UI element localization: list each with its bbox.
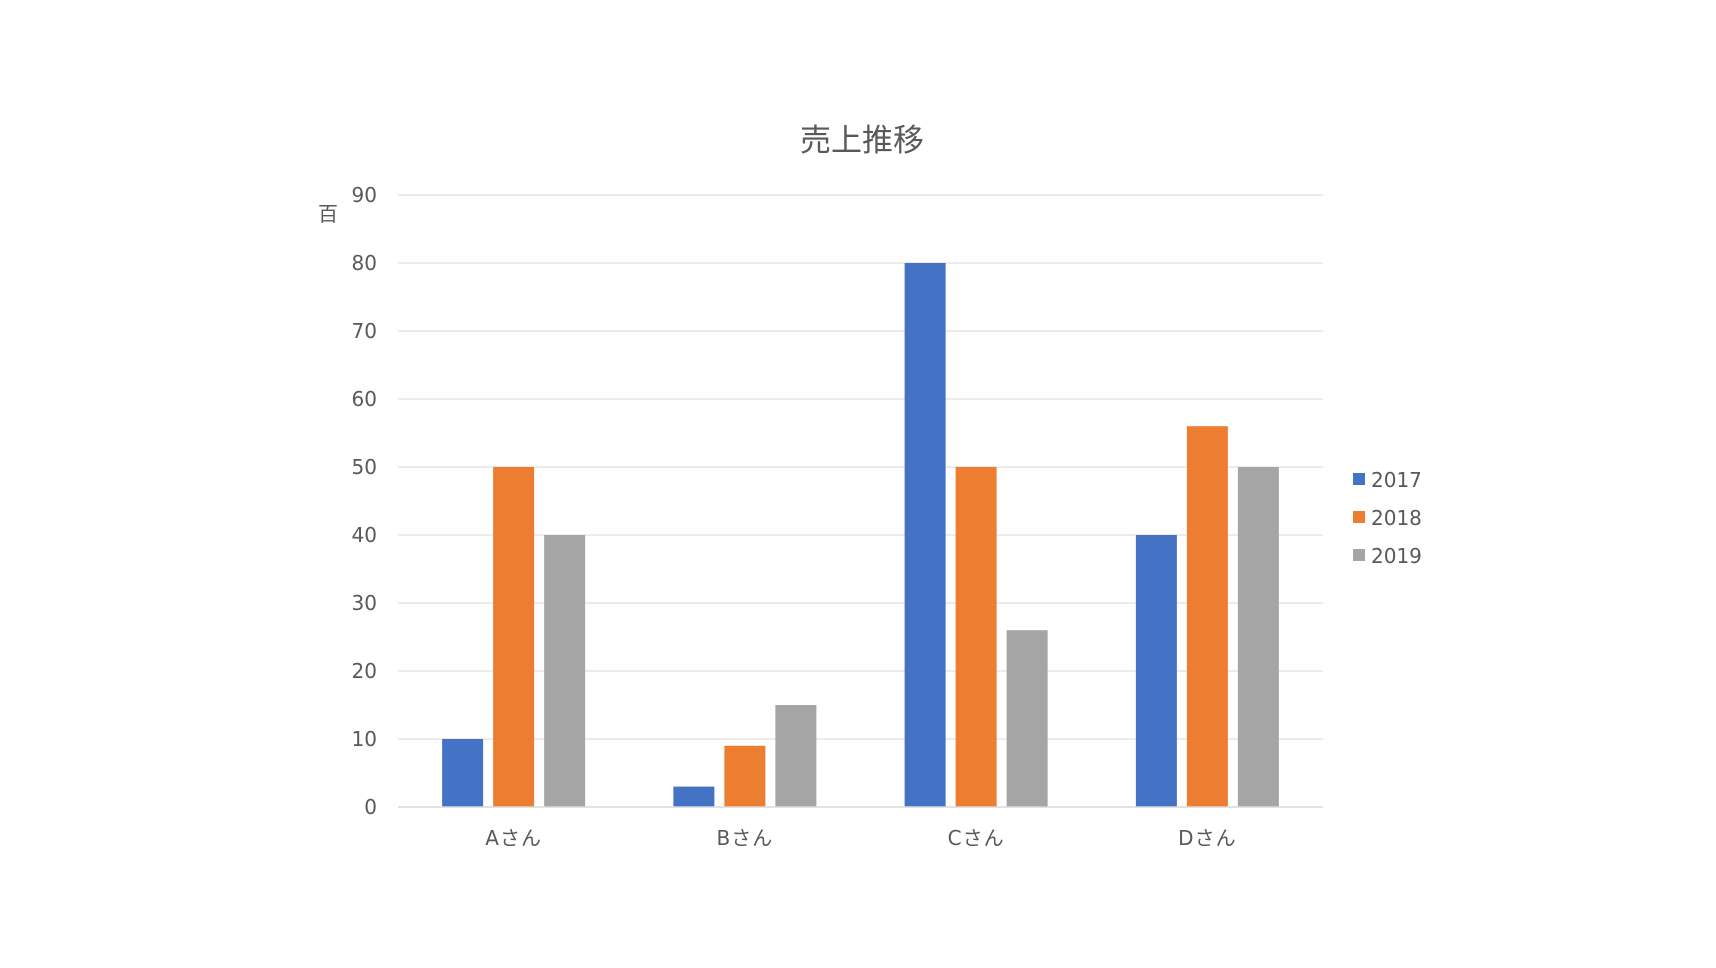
legend-label: 2018 bbox=[1371, 506, 1422, 530]
y-tick-label: 0 bbox=[364, 795, 377, 819]
x-axis-labels: Aさん Bさん Cさん Dさん bbox=[485, 826, 1236, 850]
category-label: Aさん bbox=[485, 826, 542, 850]
y-axis-unit-label: 百 bbox=[318, 202, 338, 226]
category-label: Bさん bbox=[717, 826, 774, 850]
y-tick-label: 40 bbox=[352, 523, 377, 547]
bar-2017-2 bbox=[904, 263, 946, 807]
legend-swatch-2017 bbox=[1353, 473, 1365, 485]
y-tick-label: 50 bbox=[352, 455, 377, 479]
gridlines bbox=[398, 194, 1323, 740]
bar-2017-1 bbox=[673, 786, 715, 807]
y-tick-label: 30 bbox=[352, 591, 377, 615]
y-tick-label: 80 bbox=[352, 251, 377, 275]
bars bbox=[442, 263, 1279, 807]
bar-2019-1 bbox=[775, 705, 817, 807]
bar-2017-0 bbox=[442, 739, 484, 807]
bar-2018-0 bbox=[493, 467, 535, 807]
legend-swatch-2019 bbox=[1353, 549, 1365, 561]
bar-2018-1 bbox=[724, 745, 766, 807]
bar-2019-3 bbox=[1237, 467, 1279, 807]
y-tick-label: 90 bbox=[352, 183, 377, 207]
y-axis-ticks: 0 10 20 30 40 50 60 70 80 90 bbox=[352, 183, 377, 819]
y-tick-label: 20 bbox=[352, 659, 377, 683]
chart-title: 売上推移 bbox=[800, 123, 924, 159]
legend-swatch-2018 bbox=[1353, 511, 1365, 523]
bar-2017-3 bbox=[1135, 535, 1177, 807]
legend-label: 2019 bbox=[1371, 544, 1422, 568]
bar-2019-0 bbox=[544, 535, 586, 807]
y-tick-label: 60 bbox=[352, 387, 377, 411]
bar-2019-2 bbox=[1006, 630, 1048, 807]
category-label: Dさん bbox=[1178, 826, 1236, 850]
category-label: Cさん bbox=[948, 826, 1005, 850]
legend-label: 2017 bbox=[1371, 468, 1422, 492]
y-tick-label: 10 bbox=[352, 727, 377, 751]
legend: 2017 2018 2019 bbox=[1353, 468, 1422, 568]
y-tick-label: 70 bbox=[352, 319, 377, 343]
bar-2018-3 bbox=[1186, 426, 1228, 807]
bar-2018-2 bbox=[955, 467, 997, 807]
